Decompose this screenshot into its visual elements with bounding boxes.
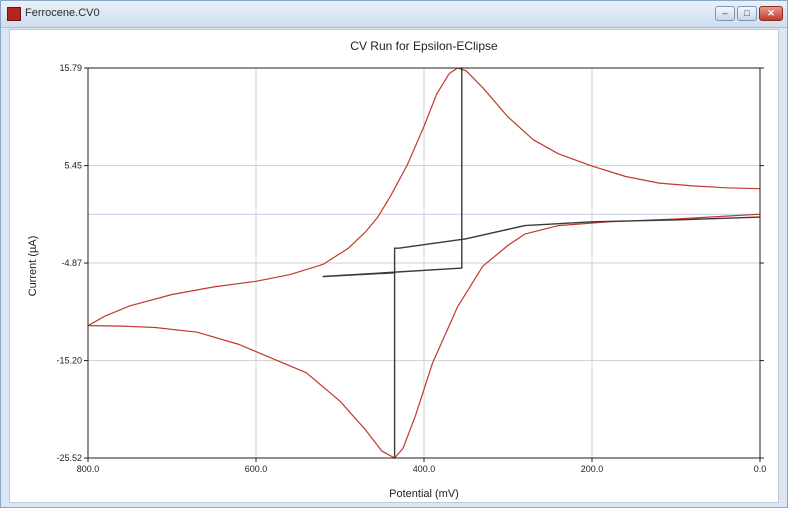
y-tick-label: -4.87 — [61, 258, 82, 268]
x-tick-label: 400.0 — [413, 464, 436, 474]
x-tick-label: 600.0 — [245, 464, 268, 474]
y-tick-label: 5.45 — [64, 161, 82, 171]
axis-ticks: 800.0 600.0 400.0 200.0 0.0 15.79 5.45 -4.87 -15… — [56, 63, 766, 474]
x-axis-label: Potential (mV) — [389, 488, 459, 500]
x-tick-label: 200.0 — [581, 464, 604, 474]
window-title: Ferrocene.CV0 — [25, 7, 100, 19]
y-tick-label: -25.52 — [56, 453, 82, 463]
y-tick-label: 15.79 — [59, 63, 82, 73]
maximize-button[interactable]: □ — [737, 6, 757, 21]
x-tick-label: 800.0 — [77, 464, 100, 474]
app-window: Ferrocene.CV0 – □ ✕ CV Run for Epsilon-E… — [0, 0, 788, 508]
close-button[interactable]: ✕ — [759, 6, 783, 21]
chart-title: CV Run for Epsilon-EClipse — [350, 39, 498, 53]
app-icon — [7, 7, 21, 21]
chart-panel: CV Run for Epsilon-EClipse 800.0 600.0 400… — [9, 29, 779, 503]
x-tick-label: 0.0 — [754, 464, 767, 474]
title-bar[interactable]: Ferrocene.CV0 – □ ✕ — [1, 1, 787, 28]
y-tick-label: -15.20 — [56, 356, 82, 366]
series-line-1 — [87, 67, 761, 327]
cv-chart: CV Run for Epsilon-EClipse 800.0 600.0 400… — [27, 39, 766, 500]
series-line-2 — [87, 213, 761, 459]
minimize-button[interactable]: – — [715, 6, 735, 21]
chart-series — [87, 67, 761, 459]
series-line-3 — [322, 67, 761, 459]
y-axis-label: Current (µA) — [27, 236, 39, 297]
